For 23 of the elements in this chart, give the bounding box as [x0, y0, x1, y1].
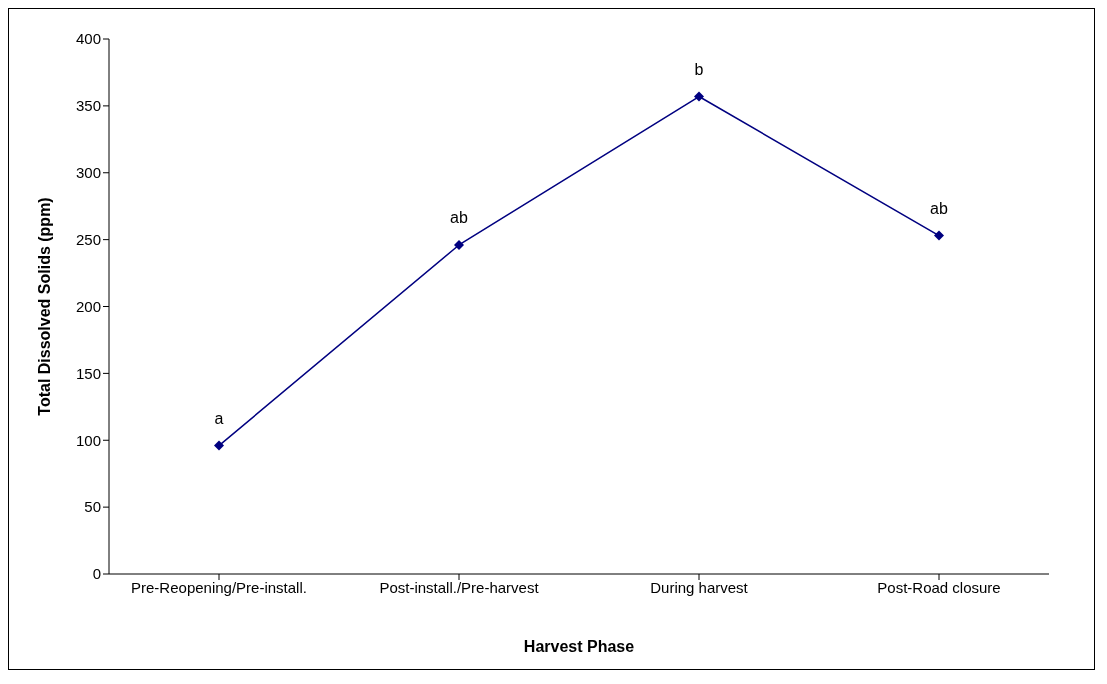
- x-tick-label: Pre-Reopening/Pre-install.: [131, 578, 307, 596]
- y-axis-title: Total Dissolved Solids (ppm): [35, 197, 53, 416]
- x-tick-label: Post-install./Pre-harvest: [379, 578, 540, 596]
- y-tick-label: 200: [75, 297, 101, 315]
- x-axis-title: Harvest Phase: [523, 638, 635, 655]
- y-tick-label: 150: [75, 364, 101, 382]
- annotation: ab: [930, 199, 948, 217]
- point: [214, 440, 224, 451]
- y-tick-label: 0: [92, 565, 101, 583]
- y-tick-label: 400: [75, 30, 101, 48]
- annotation: a: [214, 409, 224, 427]
- x-tick-label: During harvest: [650, 578, 749, 596]
- y-tick-label: 300: [75, 164, 101, 182]
- annotation: b: [694, 60, 704, 78]
- x-tick-label: Post-Road closure: [877, 578, 1001, 596]
- annotation: ab: [450, 208, 468, 226]
- y-tick-label: 350: [75, 97, 101, 115]
- y-tick-label: 100: [75, 431, 101, 449]
- point: [934, 230, 944, 241]
- y-tick-label: 250: [75, 230, 101, 248]
- point: [694, 91, 704, 102]
- y-tick-label: 50: [84, 498, 101, 516]
- point: [454, 239, 464, 250]
